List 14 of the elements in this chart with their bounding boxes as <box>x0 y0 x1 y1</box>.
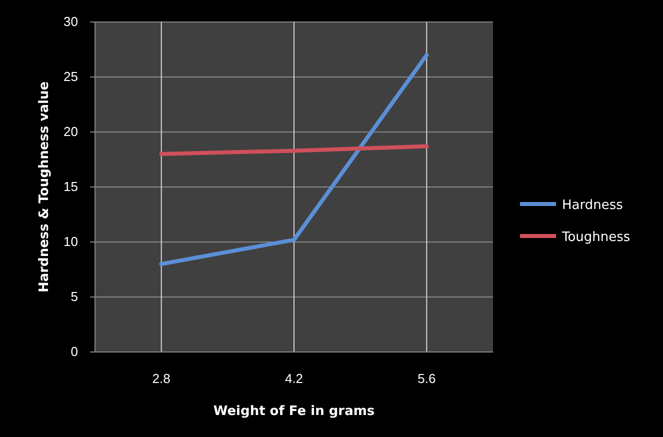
y-tick-label: 10 <box>64 234 78 250</box>
legend-label: Hardness <box>562 198 624 213</box>
y-tick-label: 20 <box>64 124 78 140</box>
y-tick-label: 30 <box>64 14 78 30</box>
x-tick-label: 2.8 <box>152 371 170 386</box>
y-axis-title: Hardness & Toughness value <box>37 81 52 293</box>
y-tick-label: 15 <box>64 179 78 194</box>
legend-label: Toughness <box>561 230 630 245</box>
x-tick-label: 4.2 <box>284 371 304 386</box>
y-tick-label: 0 <box>70 344 78 360</box>
x-axis-title: Weight of Fe in grams <box>213 404 375 419</box>
y-tick-label: 5 <box>70 289 78 304</box>
y-tick-label: 25 <box>64 69 78 84</box>
x-tick-label: 5.6 <box>418 371 436 386</box>
